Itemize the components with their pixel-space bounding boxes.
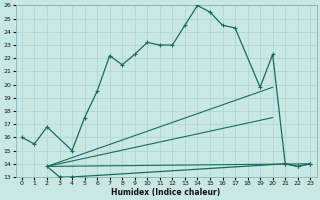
X-axis label: Humidex (Indice chaleur): Humidex (Indice chaleur) bbox=[111, 188, 221, 197]
